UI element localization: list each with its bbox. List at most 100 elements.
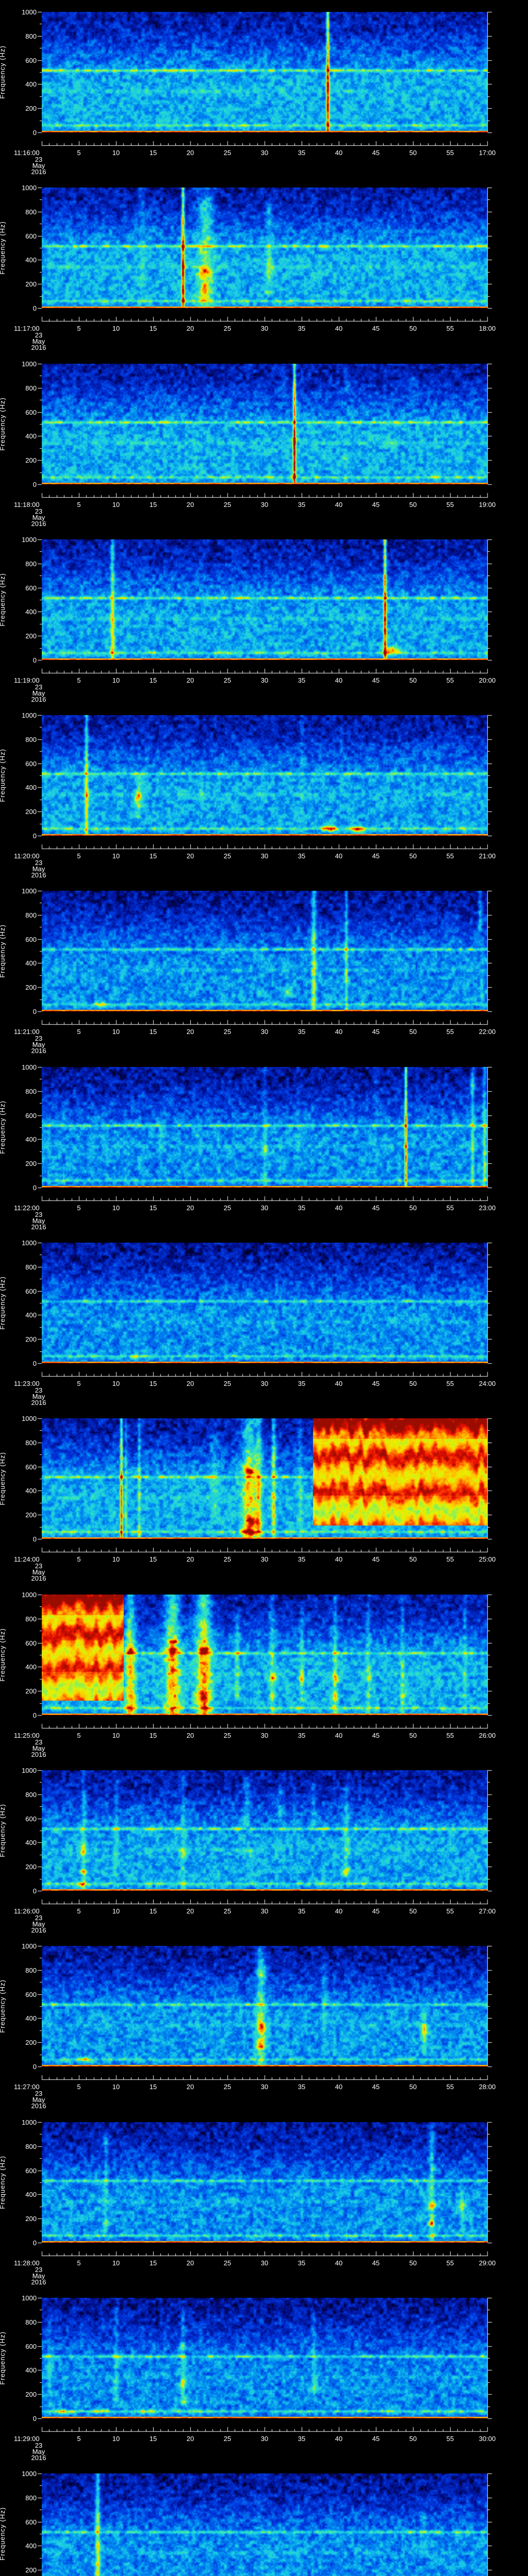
- y-tick-label: 0: [32, 1184, 37, 1192]
- x-end-time-label: 20:00: [478, 676, 496, 684]
- x-tick-label: 5: [77, 1028, 81, 1036]
- x-tick-label: 45: [372, 1380, 380, 1387]
- x-tick-label: 45: [372, 325, 380, 332]
- date-label: May: [32, 337, 45, 345]
- y-tick-label: 200: [25, 105, 37, 113]
- date-label: 23: [35, 1914, 43, 1922]
- y-tick-label: 200: [25, 984, 37, 992]
- x-tick-label: 20: [186, 1907, 194, 1915]
- y-tick-label: 200: [25, 2039, 37, 2047]
- date-label: 23: [35, 1211, 43, 1218]
- x-tick-label: 45: [372, 676, 380, 684]
- date-label: 23: [35, 2090, 43, 2097]
- x-tick-label: 40: [335, 1555, 343, 1563]
- x-tick-label: 25: [223, 1732, 232, 1739]
- y-tick-label: 1000: [22, 1415, 37, 1422]
- x-tick-label: 35: [298, 1204, 306, 1212]
- x-tick-label: 25: [223, 2259, 232, 2267]
- y-tick-label: 600: [25, 2166, 37, 2175]
- y-tick-label: 200: [25, 2391, 37, 2399]
- y-tick-label: 800: [25, 384, 37, 392]
- y-tick-label: 400: [25, 2014, 37, 2023]
- x-tick-label: 25: [223, 1204, 232, 1212]
- date-label: 23: [35, 683, 43, 691]
- x-tick-label: 45: [372, 2259, 380, 2267]
- y-tick-label: 200: [25, 1687, 37, 1696]
- y-tick-label: 0: [32, 1360, 37, 1367]
- x-start-time-label: 11:29:00: [14, 2435, 40, 2443]
- date-label: May: [32, 514, 45, 521]
- x-tick-label: 25: [223, 501, 232, 509]
- spectrogram-panel: Frequency (Hz)02004006008001000510152025…: [0, 1406, 528, 1583]
- x-tick-label: 40: [335, 1380, 343, 1387]
- x-tick-label: 25: [223, 852, 232, 860]
- x-tick-label: 30: [260, 2435, 269, 2443]
- y-tick-label: 0: [32, 2239, 37, 2247]
- x-end-time-label: 24:00: [478, 1380, 496, 1387]
- x-tick-label: 35: [298, 2435, 306, 2443]
- y-tick-label: 600: [25, 1463, 37, 1471]
- y-tick-label: 0: [32, 2063, 37, 2071]
- spectrogram-panel: Frequency (Hz)02004006008001000510152025…: [0, 1583, 528, 1759]
- x-tick-label: 20: [186, 501, 194, 509]
- x-tick-label: 45: [372, 149, 380, 157]
- y-tick-label: 600: [25, 1111, 37, 1120]
- y-tick-label: 600: [25, 584, 37, 592]
- date-label: 2016: [31, 2454, 46, 2462]
- x-tick-label: 30: [260, 1204, 269, 1212]
- x-tick-label: 55: [446, 149, 454, 157]
- y-tick-label: 0: [32, 1535, 37, 1543]
- x-tick-label: 10: [112, 2259, 120, 2267]
- x-tick-label: 10: [112, 1028, 120, 1036]
- x-tick-label: 30: [260, 676, 269, 684]
- x-tick-label: 25: [223, 2083, 232, 2091]
- x-tick-label: 5: [77, 2259, 81, 2267]
- x-tick-label: 50: [409, 1555, 417, 1563]
- x-tick-label: 50: [409, 1907, 417, 1915]
- axes-canvas: [0, 0, 528, 176]
- x-tick-label: 55: [446, 325, 454, 332]
- date-label: May: [32, 865, 45, 873]
- x-tick-label: 30: [260, 1907, 269, 1915]
- spectrogram-panel: Frequency (Hz)02004006008001000510152025…: [0, 0, 528, 176]
- x-tick-label: 15: [149, 2259, 157, 2267]
- date-label: 23: [35, 1035, 43, 1042]
- x-end-time-label: 28:00: [478, 2083, 496, 2091]
- x-tick-label: 55: [446, 2259, 454, 2267]
- x-end-time-label: 27:00: [478, 1907, 496, 1915]
- y-tick-label: 1000: [22, 2119, 37, 2126]
- spectrogram-panel: Frequency (Hz)02004006008001000510152025…: [0, 1758, 528, 1935]
- x-tick-label: 20: [186, 852, 194, 860]
- y-tick-label: 800: [25, 1966, 37, 1974]
- x-tick-label: 35: [298, 1907, 306, 1915]
- y-tick-label: 1000: [22, 536, 37, 544]
- date-label: 2016: [31, 871, 46, 879]
- x-tick-label: 45: [372, 2435, 380, 2443]
- date-label: 23: [35, 1738, 43, 1746]
- x-tick-label: 45: [372, 852, 380, 860]
- y-tick-label: 200: [25, 1863, 37, 1871]
- x-tick-label: 20: [186, 325, 194, 332]
- spectrogram-panel: Frequency (Hz)02004006008001000510152025…: [0, 352, 528, 528]
- axes-canvas: [0, 2462, 528, 2576]
- date-label: May: [32, 689, 45, 697]
- x-start-time-label: 11:26:00: [14, 1907, 40, 1915]
- x-tick-label: 25: [223, 1380, 232, 1387]
- x-tick-label: 20: [186, 2083, 194, 2091]
- y-tick-label: 400: [25, 1311, 37, 1319]
- y-tick-label: 200: [25, 2215, 37, 2223]
- x-tick-label: 50: [409, 1380, 417, 1387]
- x-end-time-label: 18:00: [478, 325, 496, 332]
- y-tick-label: 600: [25, 759, 37, 768]
- x-tick-label: 25: [223, 325, 232, 332]
- x-tick-label: 50: [409, 2259, 417, 2267]
- y-tick-label: 0: [32, 832, 37, 840]
- x-tick-label: 10: [112, 1204, 120, 1212]
- date-label: 2016: [31, 2278, 46, 2286]
- x-start-time-label: 11:17:00: [14, 325, 40, 332]
- axes-canvas: [0, 2286, 528, 2462]
- x-start-time-label: 11:20:00: [14, 852, 40, 860]
- x-tick-label: 30: [260, 1028, 269, 1036]
- x-tick-label: 50: [409, 1028, 417, 1036]
